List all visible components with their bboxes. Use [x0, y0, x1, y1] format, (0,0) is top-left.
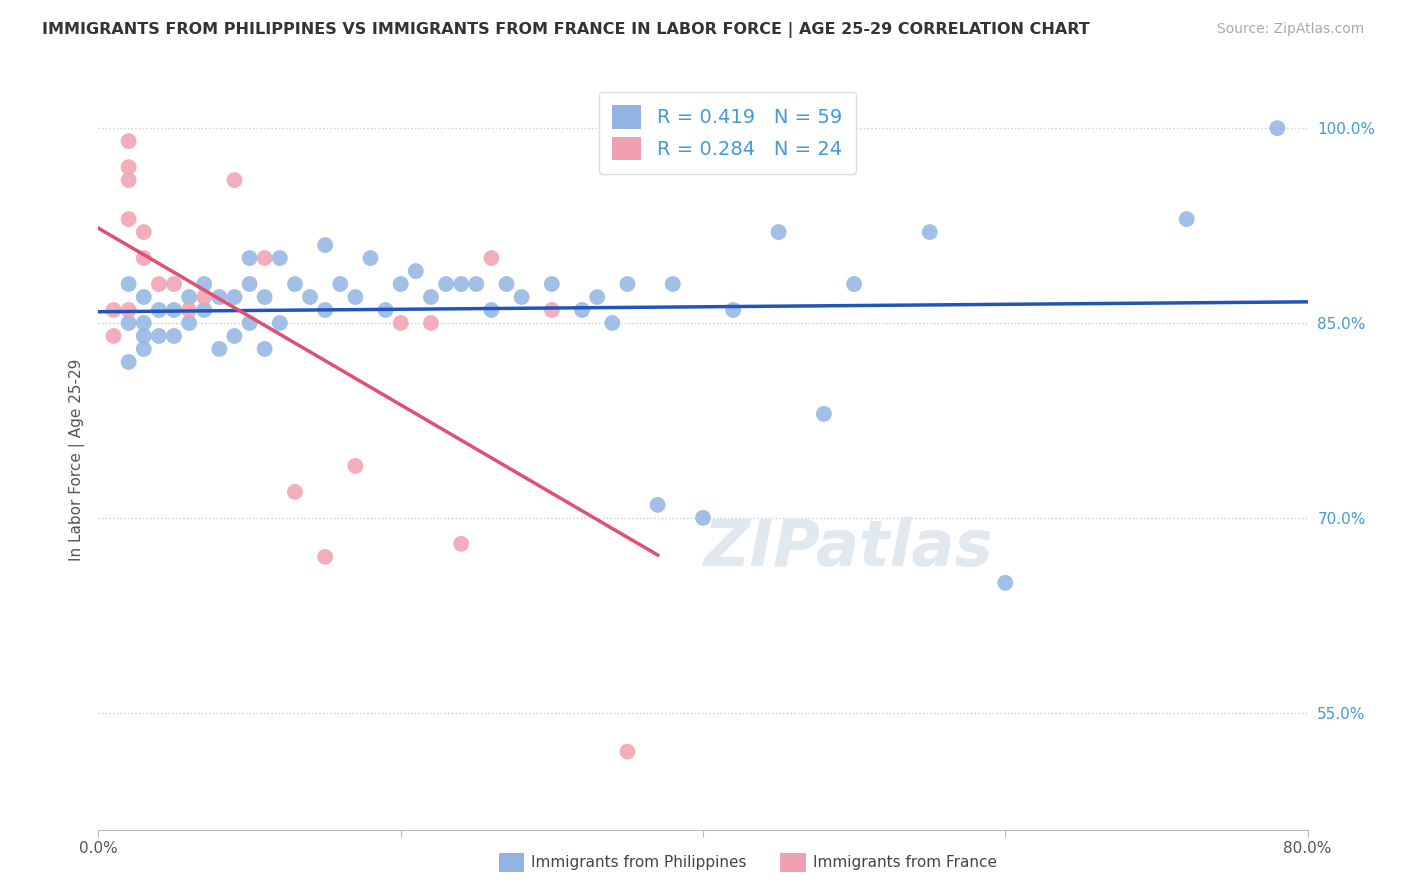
Point: [269, 316, 291, 330]
Text: Immigrants from France: Immigrants from France: [813, 855, 997, 870]
Point: [1175, 212, 1198, 227]
Point: [208, 290, 231, 304]
Point: [616, 277, 638, 291]
Point: [1267, 121, 1289, 136]
Point: [344, 458, 367, 473]
Point: [148, 303, 170, 318]
Point: [389, 277, 412, 291]
Point: [193, 290, 215, 304]
Point: [239, 316, 262, 330]
Point: [723, 303, 745, 318]
Point: [224, 290, 246, 304]
Point: [103, 303, 125, 318]
Point: [602, 316, 624, 330]
Point: [571, 303, 593, 318]
Point: [163, 303, 186, 318]
Point: [132, 251, 155, 265]
Point: [540, 303, 562, 318]
Point: [239, 251, 262, 265]
Point: [284, 277, 307, 291]
Point: [148, 277, 170, 291]
Point: [434, 277, 457, 291]
Point: [481, 251, 503, 265]
Text: Immigrants from Philippines: Immigrants from Philippines: [531, 855, 747, 870]
Point: [586, 290, 609, 304]
Point: [299, 290, 322, 304]
Point: [540, 277, 562, 291]
Point: [193, 303, 215, 318]
Text: Source: ZipAtlas.com: Source: ZipAtlas.com: [1216, 22, 1364, 37]
Point: [118, 303, 141, 318]
Point: [179, 316, 201, 330]
Point: [118, 160, 141, 174]
Point: [284, 484, 307, 499]
Point: [132, 225, 155, 239]
Point: [344, 290, 367, 304]
Point: [224, 173, 246, 187]
Point: [481, 303, 503, 318]
Point: [616, 745, 638, 759]
Point: [844, 277, 866, 291]
Point: [103, 329, 125, 343]
Point: [994, 575, 1017, 590]
Point: [647, 498, 669, 512]
Point: [465, 277, 488, 291]
Text: IMMIGRANTS FROM PHILIPPINES VS IMMIGRANTS FROM FRANCE IN LABOR FORCE | AGE 25-29: IMMIGRANTS FROM PHILIPPINES VS IMMIGRANT…: [42, 22, 1090, 38]
Point: [118, 355, 141, 369]
Point: [389, 316, 412, 330]
Point: [132, 290, 155, 304]
Point: [179, 290, 201, 304]
Point: [450, 277, 472, 291]
Point: [918, 225, 941, 239]
Point: [661, 277, 683, 291]
Point: [314, 303, 336, 318]
Point: [269, 251, 291, 265]
Point: [224, 329, 246, 343]
Point: [179, 303, 201, 318]
Point: [118, 173, 141, 187]
Point: [253, 290, 276, 304]
Point: [132, 316, 155, 330]
Point: [510, 290, 533, 304]
Point: [813, 407, 835, 421]
Legend: R = 0.419   N = 59, R = 0.284   N = 24: R = 0.419 N = 59, R = 0.284 N = 24: [599, 92, 856, 174]
Point: [768, 225, 790, 239]
Point: [450, 537, 472, 551]
Point: [253, 251, 276, 265]
Point: [329, 277, 352, 291]
Point: [314, 238, 336, 252]
Point: [420, 316, 443, 330]
Point: [692, 511, 714, 525]
Point: [118, 134, 141, 148]
Point: [374, 303, 396, 318]
Point: [253, 342, 276, 356]
Point: [239, 277, 262, 291]
Point: [148, 329, 170, 343]
Point: [132, 342, 155, 356]
Point: [118, 212, 141, 227]
Y-axis label: In Labor Force | Age 25-29: In Labor Force | Age 25-29: [69, 359, 84, 560]
Point: [405, 264, 427, 278]
Point: [132, 329, 155, 343]
Point: [360, 251, 382, 265]
Point: [163, 277, 186, 291]
Point: [118, 316, 141, 330]
Point: [163, 329, 186, 343]
Point: [420, 290, 443, 304]
Point: [208, 342, 231, 356]
Text: ZIPatlas: ZIPatlas: [703, 517, 993, 579]
Point: [495, 277, 517, 291]
Point: [118, 277, 141, 291]
Point: [193, 277, 215, 291]
Point: [314, 549, 336, 564]
